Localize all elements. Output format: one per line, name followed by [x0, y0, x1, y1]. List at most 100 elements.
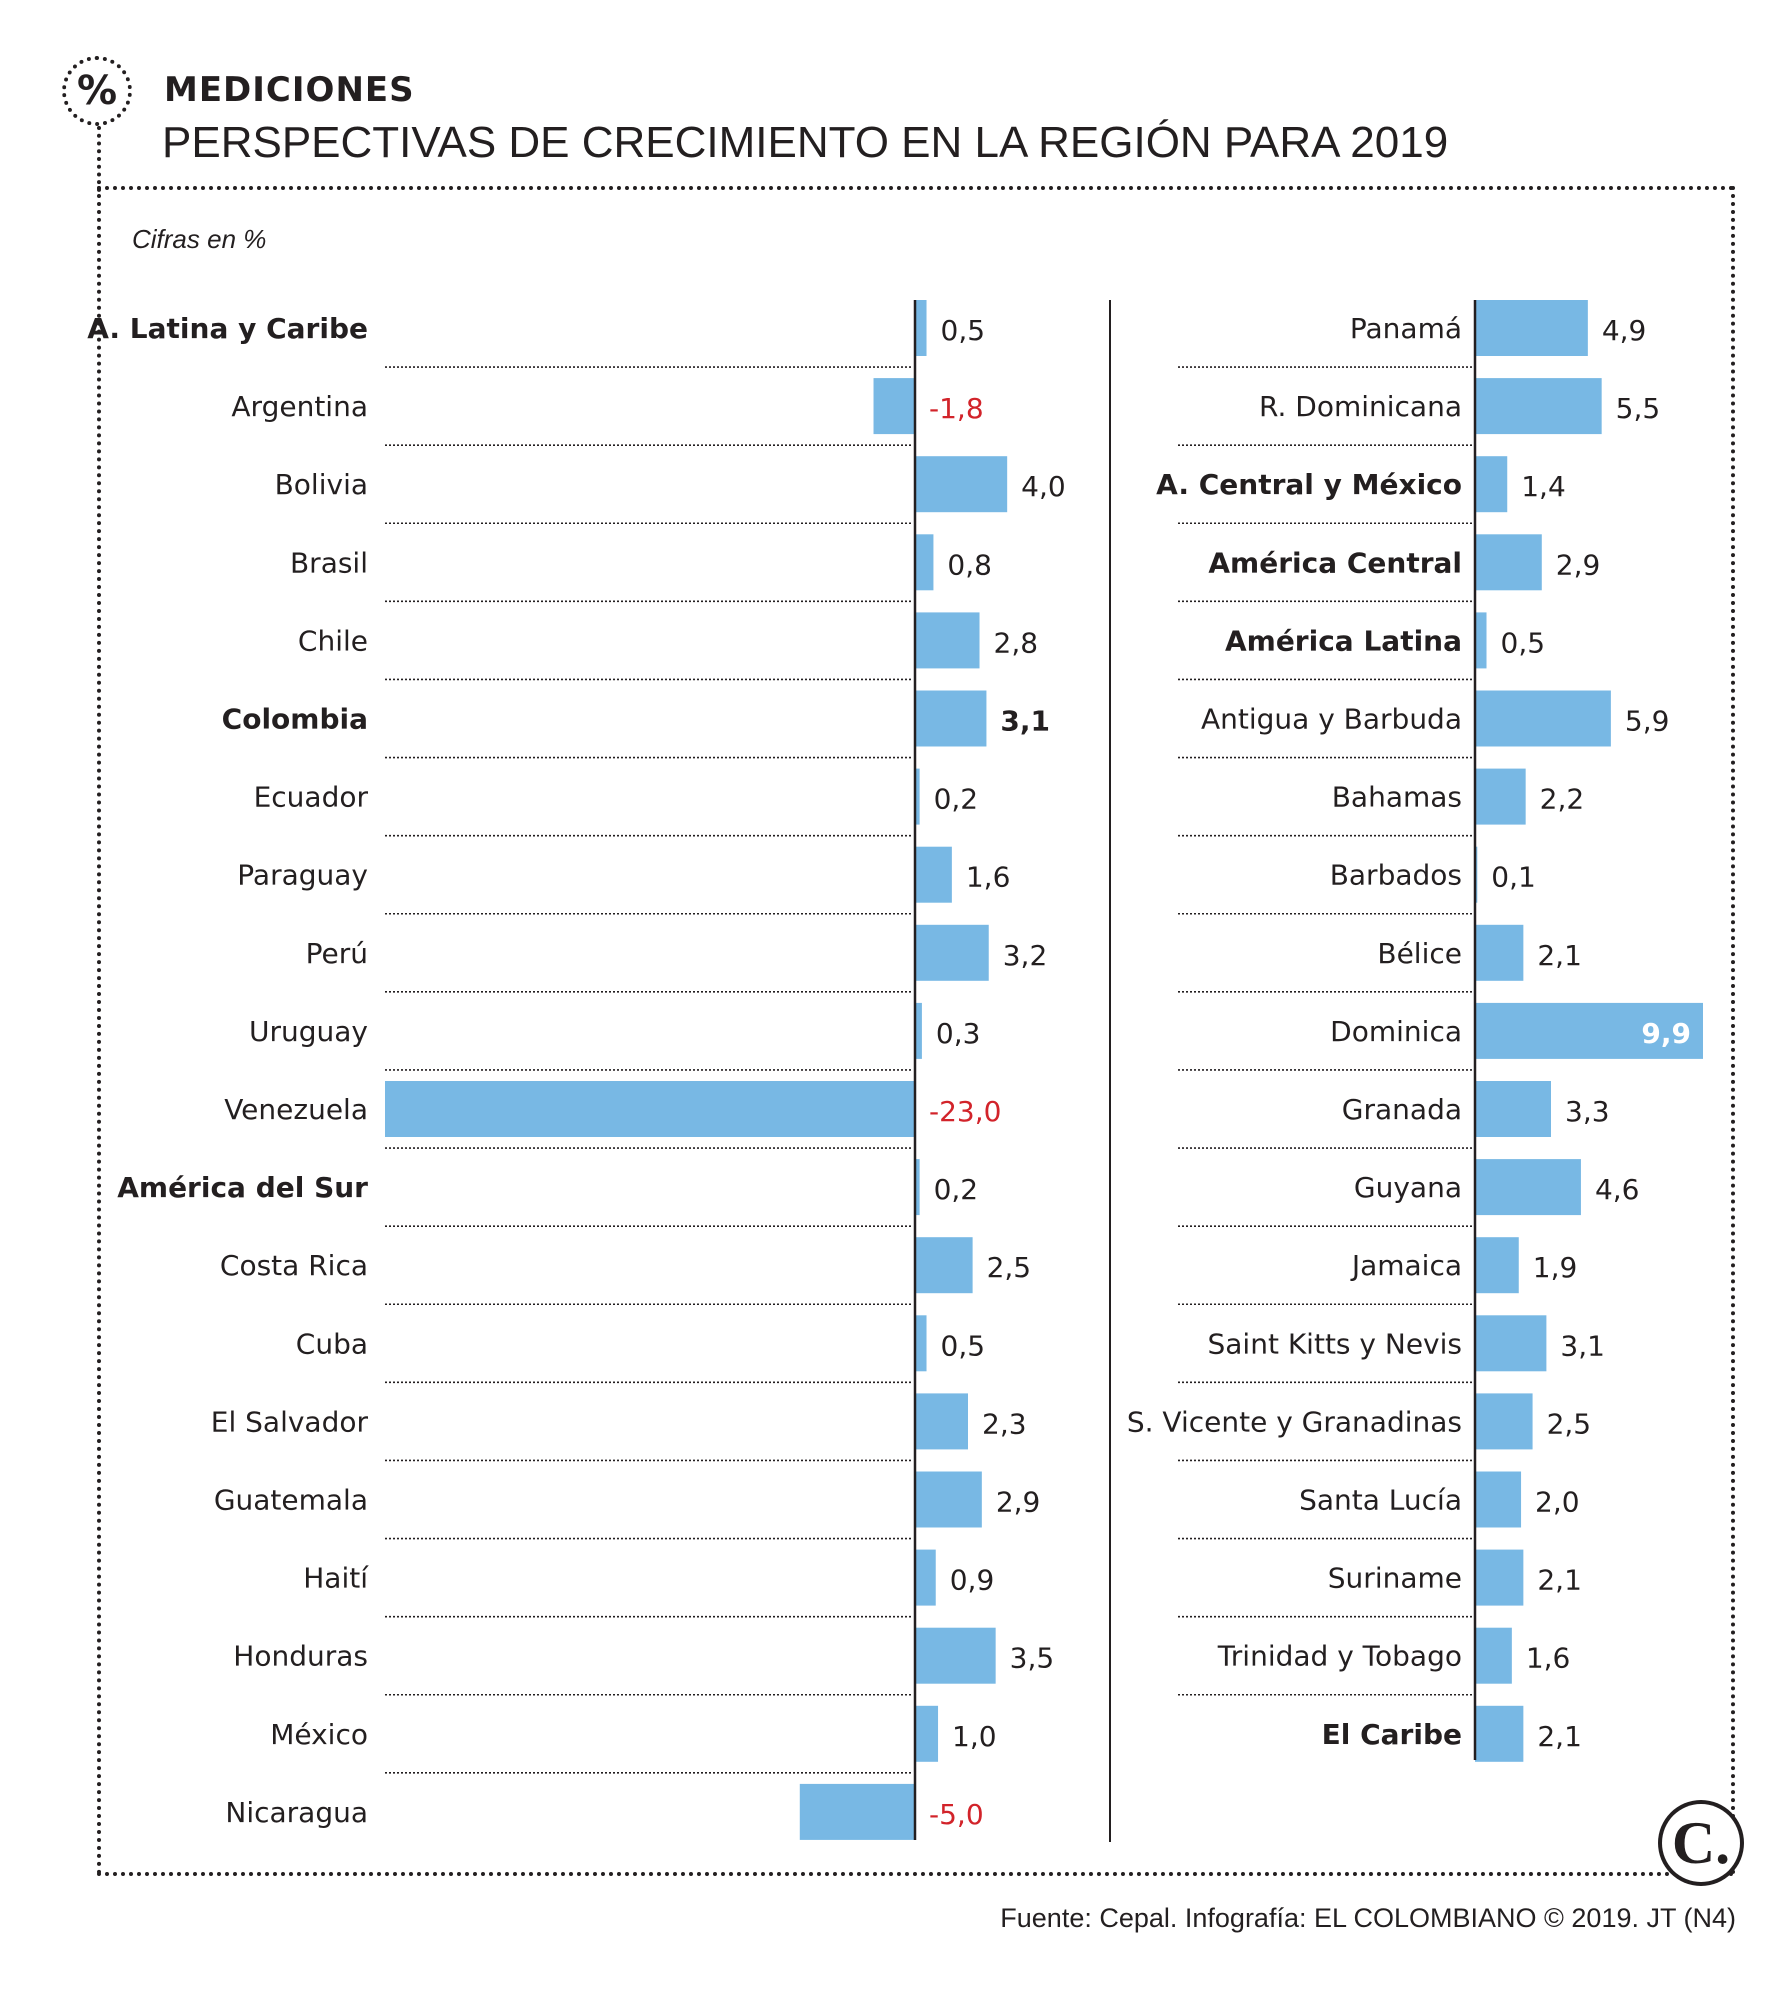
bar-guatemala — [915, 1471, 982, 1528]
value-label-bahamas: 2,2 — [1540, 783, 1585, 816]
category-label-a-latina-y-caribe: A. Latina y Caribe — [87, 312, 368, 345]
category-label-haiti: Haití — [303, 1562, 369, 1595]
value-label-el-salvador: 2,3 — [982, 1407, 1027, 1440]
value-label-peru: 3,2 — [1003, 939, 1048, 972]
category-label-nicaragua: Nicaragua — [225, 1796, 368, 1829]
value-label-nicaragua: -5,0 — [929, 1798, 984, 1831]
bar-bahamas — [1475, 768, 1526, 825]
category-label-argentina: Argentina — [231, 390, 368, 423]
value-label-s-vicente-y-granadinas: 2,5 — [1547, 1407, 1592, 1440]
bar-haiti — [915, 1549, 936, 1606]
value-label-a-latina-y-caribe: 0,5 — [941, 314, 986, 347]
value-label-santa-lucia: 2,0 — [1535, 1486, 1580, 1519]
value-label-paraguay: 1,6 — [966, 861, 1011, 894]
bar-venezuela — [385, 1081, 915, 1137]
category-label-uruguay: Uruguay — [249, 1015, 368, 1048]
bar-uruguay — [915, 1002, 922, 1059]
value-label-costa-rica: 2,5 — [987, 1251, 1032, 1284]
value-label-america-latina: 0,5 — [1501, 626, 1546, 659]
bar-panama — [1475, 300, 1588, 356]
value-label-a-central-y-mexico: 1,4 — [1521, 470, 1566, 503]
el-colombiano-logo: C. — [1658, 1800, 1744, 1886]
bar-saint-kitts-y-nevis — [1475, 1315, 1547, 1372]
bar-mexico — [915, 1705, 939, 1762]
category-label-s-vicente-y-granadinas: S. Vicente y Granadinas — [1127, 1405, 1462, 1438]
bar-belice — [1475, 924, 1524, 981]
category-label-trinidad-y-tobago: Trinidad y Tobago — [1217, 1640, 1462, 1673]
value-label-brasil: 0,8 — [947, 548, 992, 581]
category-label-america-central: América Central — [1208, 546, 1462, 579]
category-label-paraguay: Paraguay — [237, 859, 368, 892]
bar-antigua-y-barbuda — [1475, 690, 1611, 747]
category-label-el-salvador: El Salvador — [211, 1405, 369, 1438]
category-label-america-latina: América Latina — [1225, 624, 1462, 657]
category-label-bolivia: Bolivia — [275, 468, 368, 501]
category-label-r-dominicana: R. Dominicana — [1259, 390, 1462, 423]
category-label-honduras: Honduras — [233, 1640, 368, 1673]
bar-el-salvador — [915, 1393, 968, 1450]
value-label-r-dominicana: 5,5 — [1616, 392, 1661, 425]
bar-trinidad-y-tobago — [1475, 1627, 1512, 1684]
category-label-america-del-sur: América del Sur — [117, 1171, 368, 1204]
bar-el-caribe — [1475, 1705, 1524, 1762]
category-label-cuba: Cuba — [296, 1327, 368, 1360]
value-label-antigua-y-barbuda: 5,9 — [1625, 705, 1670, 738]
value-label-bolivia: 4,0 — [1021, 470, 1066, 503]
logo-letter: C. — [1671, 1810, 1731, 1876]
bar-jamaica — [1475, 1237, 1519, 1294]
bar-r-dominicana — [1475, 378, 1602, 435]
value-label-cuba: 0,5 — [941, 1329, 986, 1362]
category-label-dominica: Dominica — [1330, 1015, 1462, 1048]
bar-peru — [915, 924, 989, 981]
bar-santa-lucia — [1475, 1471, 1522, 1528]
category-label-a-central-y-mexico: A. Central y México — [1156, 468, 1462, 501]
value-label-suriname: 2,1 — [1537, 1564, 1582, 1597]
category-label-belice: Bélice — [1377, 937, 1462, 970]
bar-cuba — [915, 1315, 927, 1372]
bar-costa-rica — [915, 1237, 973, 1294]
value-label-dominica: 9,9 — [1641, 1017, 1691, 1050]
category-label-guyana: Guyana — [1354, 1171, 1462, 1204]
category-label-el-caribe: El Caribe — [1322, 1718, 1462, 1751]
category-label-jamaica: Jamaica — [1350, 1249, 1462, 1282]
value-label-jamaica: 1,9 — [1533, 1251, 1578, 1284]
category-label-saint-kitts-y-nevis: Saint Kitts y Nevis — [1207, 1327, 1462, 1360]
value-label-venezuela: -23,0 — [929, 1095, 1001, 1128]
category-label-santa-lucia: Santa Lucía — [1299, 1484, 1462, 1517]
category-label-barbados: Barbados — [1330, 859, 1462, 892]
bar-argentina — [873, 378, 915, 435]
chart-frame — [97, 186, 1735, 1876]
source-credit: Fuente: Cepal. Infografía: EL COLOMBIANO… — [1000, 1903, 1736, 1933]
category-label-mexico: México — [270, 1718, 368, 1751]
units-note: Cifras en % — [132, 224, 267, 254]
chart-title: PERSPECTIVAS DE CRECIMIENTO EN LA REGIÓN… — [162, 118, 1449, 167]
section-kicker: MEDICIONES — [164, 70, 415, 110]
value-label-honduras: 3,5 — [1010, 1642, 1055, 1675]
bar-colombia — [915, 690, 987, 747]
value-label-ecuador: 0,2 — [934, 783, 979, 816]
bar-brasil — [915, 534, 934, 591]
value-label-chile: 2,8 — [994, 626, 1039, 659]
bar-dominica — [1475, 1002, 1703, 1059]
value-label-america-central: 2,9 — [1556, 548, 1601, 581]
value-label-colombia: 3,1 — [1000, 705, 1050, 738]
bar-paraguay — [915, 846, 952, 903]
bar-granada — [1475, 1081, 1551, 1137]
category-label-peru: Perú — [306, 937, 368, 970]
category-label-panama: Panamá — [1350, 312, 1462, 345]
value-label-mexico: 1,0 — [952, 1720, 997, 1753]
bar-america-latina — [1475, 612, 1487, 669]
bar-america-central — [1475, 534, 1542, 591]
bar-a-central-y-mexico — [1475, 456, 1508, 513]
value-label-america-del-sur: 0,2 — [934, 1173, 979, 1206]
category-label-bahamas: Bahamas — [1332, 781, 1462, 814]
category-label-guatemala: Guatemala — [214, 1484, 368, 1517]
category-label-brasil: Brasil — [290, 546, 368, 579]
value-label-belice: 2,1 — [1537, 939, 1582, 972]
bar-honduras — [915, 1627, 996, 1684]
percent-badge: % — [62, 56, 132, 126]
category-label-costa-rica: Costa Rica — [220, 1249, 368, 1282]
bar-s-vicente-y-granadinas — [1475, 1393, 1533, 1450]
value-label-saint-kitts-y-nevis: 3,1 — [1560, 1329, 1605, 1362]
